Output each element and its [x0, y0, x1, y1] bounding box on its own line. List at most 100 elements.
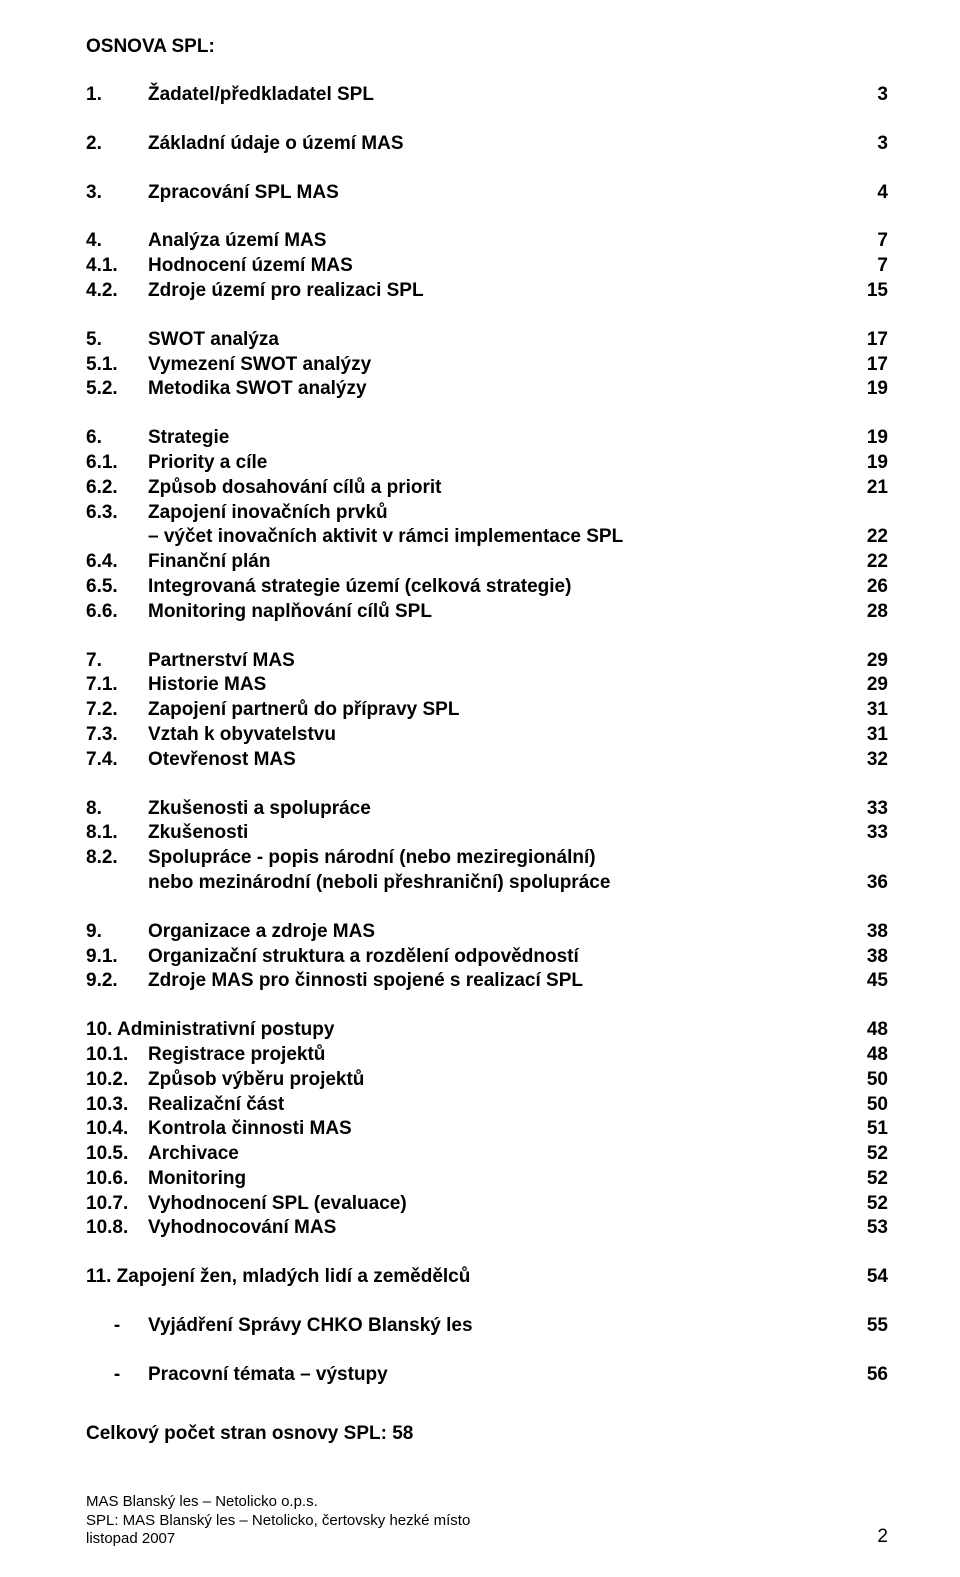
toc-number: 3. [86, 182, 148, 205]
toc-row: 6.Strategie19 [86, 427, 888, 452]
toc-row: -Pracovní témata – výstupy56 [86, 1364, 888, 1389]
toc-number: 8.1. [86, 822, 148, 845]
toc-page-number: 21 [854, 477, 888, 500]
toc-row: 9.Organizace a zdroje MAS38 [86, 921, 888, 946]
footer-text: MAS Blanský les – Netolicko o.p.s. SPL: … [86, 1493, 470, 1549]
toc-row: 4.Analýza území MAS7 [86, 230, 888, 255]
toc-row: 6.2.Způsob dosahování cílů a priorit21 [86, 477, 888, 502]
toc-row: 10.8.Vyhodnocování MAS53 [86, 1217, 888, 1242]
toc-page-number: 51 [854, 1118, 888, 1141]
toc-page-number: 45 [854, 970, 888, 993]
toc-label: Vztah k obyvatelstvu [148, 724, 854, 747]
toc-row: 6.5.Integrovaná strategie území (celková… [86, 576, 888, 601]
toc-row: 6.4.Finanční plán22 [86, 551, 888, 576]
toc-label: Zkušenosti a spolupráce [148, 798, 854, 821]
toc-label: Zapojení partnerů do přípravy SPL [148, 699, 854, 722]
toc-number [86, 526, 148, 549]
toc-row: 7.4.Otevřenost MAS32 [86, 749, 888, 774]
toc-label: nebo mezinárodní (neboli přeshraniční) s… [148, 872, 854, 895]
toc-row: 10. Administrativní postupy48 [86, 1019, 888, 1044]
toc-label: Finanční plán [148, 551, 854, 574]
toc-label: Spolupráce - popis národní (nebo mezireg… [148, 847, 854, 870]
toc-label: Základní údaje o území MAS [148, 133, 854, 156]
page-footer: MAS Blanský les – Netolicko o.p.s. SPL: … [86, 1493, 888, 1549]
toc-page-number: 53 [854, 1217, 888, 1240]
toc-number: 2. [86, 133, 148, 156]
total-pages-line: Celkový počet stran osnovy SPL: 58 [86, 1423, 888, 1445]
toc-row: 1.Žadatel/předkladatel SPL3 [86, 84, 888, 109]
toc-section: 6.Strategie196.1.Priority a cíle196.2.Zp… [86, 427, 888, 625]
toc-row: 10.7.Vyhodnocení SPL (evaluace)52 [86, 1193, 888, 1218]
toc-number: 6.4. [86, 551, 148, 574]
toc-label: Archivace [148, 1143, 854, 1166]
toc-number: 6.3. [86, 502, 148, 525]
toc-section: -Pracovní témata – výstupy56 [86, 1364, 888, 1389]
toc-row: 10.5.Archivace52 [86, 1143, 888, 1168]
toc-label: Otevřenost MAS [148, 749, 854, 772]
toc-page-number: 22 [854, 551, 888, 574]
toc-page-number: 19 [854, 452, 888, 475]
toc-section: 1.Žadatel/předkladatel SPL3 [86, 84, 888, 109]
toc-number: 5.1. [86, 354, 148, 377]
toc-page-number: 26 [854, 576, 888, 599]
toc-number: 10.8. [86, 1217, 148, 1240]
toc-row: 4.2.Zdroje území pro realizaci SPL15 [86, 280, 888, 305]
toc-page-number: 29 [854, 674, 888, 697]
toc-section: 2.Základní údaje o území MAS3 [86, 133, 888, 158]
toc-number: 9. [86, 921, 148, 944]
toc-page-number: 36 [854, 872, 888, 895]
toc-page-number: 7 [854, 230, 888, 253]
toc-number: 9.2. [86, 970, 148, 993]
toc-number: 10.2. [86, 1069, 148, 1092]
toc-number: 10.4. [86, 1118, 148, 1141]
toc-row: 5.2.Metodika SWOT analýzy19 [86, 378, 888, 403]
toc-page-number: 56 [854, 1364, 888, 1387]
toc-row: 6.3.Zapojení inovačních prvků [86, 502, 888, 527]
toc-label: Registrace projektů [148, 1044, 854, 1067]
footer-line-3: listopad 2007 [86, 1530, 470, 1549]
toc-row: 8.Zkušenosti a spolupráce33 [86, 798, 888, 823]
toc-row: 10.4.Kontrola činnosti MAS51 [86, 1118, 888, 1143]
toc-number: 6.1. [86, 452, 148, 475]
toc-page-number: 4 [854, 182, 888, 205]
toc-row: 5.1.Vymezení SWOT analýzy17 [86, 354, 888, 379]
footer-line-1: MAS Blanský les – Netolicko o.p.s. [86, 1493, 470, 1512]
toc-number: 10.3. [86, 1094, 148, 1117]
toc-row: -Vyjádření Správy CHKO Blanský les55 [86, 1315, 888, 1340]
toc-label: Vymezení SWOT analýzy [148, 354, 854, 377]
toc-row: 2.Základní údaje o území MAS3 [86, 133, 888, 158]
toc-label: Metodika SWOT analýzy [148, 378, 854, 401]
toc-page-number: 29 [854, 650, 888, 673]
toc-number: 6. [86, 427, 148, 450]
toc-label: Zdroje MAS pro činnosti spojené s realiz… [148, 970, 854, 993]
toc-row: 10.3.Realizační část50 [86, 1094, 888, 1119]
toc-label: SWOT analýza [148, 329, 854, 352]
toc-label: Zapojení inovačních prvků [148, 502, 854, 525]
toc-label: Strategie [148, 427, 854, 450]
toc-label: Hodnocení území MAS [148, 255, 854, 278]
toc-row: 9.1.Organizační struktura a rozdělení od… [86, 946, 888, 971]
toc-number: 6.6. [86, 601, 148, 624]
toc-number: 7.2. [86, 699, 148, 722]
toc-page-number: 28 [854, 601, 888, 624]
toc-label: Vyjádření Správy CHKO Blanský les [148, 1315, 854, 1338]
toc-label: Žadatel/předkladatel SPL [148, 84, 854, 107]
toc-label: Analýza území MAS [148, 230, 854, 253]
toc-number: 1. [86, 84, 148, 107]
toc-row: 10.1.Registrace projektů48 [86, 1044, 888, 1069]
toc-page-number: 50 [854, 1069, 888, 1092]
toc-page-number: 38 [854, 921, 888, 944]
toc-number: 8.2. [86, 847, 148, 870]
toc-label: Způsob dosahování cílů a priorit [148, 477, 854, 500]
toc-label: Pracovní témata – výstupy [148, 1364, 854, 1387]
toc-number: 10.6. [86, 1168, 148, 1191]
toc-label: Vyhodnocení SPL (evaluace) [148, 1193, 854, 1216]
toc-label: – výčet inovačních aktivit v rámci imple… [148, 526, 854, 549]
toc-page-number: 52 [854, 1143, 888, 1166]
toc-number: 8. [86, 798, 148, 821]
toc-row: 4.1.Hodnocení území MAS7 [86, 255, 888, 280]
toc-label: Zdroje území pro realizaci SPL [148, 280, 854, 303]
toc-page-number: 32 [854, 749, 888, 772]
toc-label: Monitoring [148, 1168, 854, 1191]
toc-label: Organizační struktura a rozdělení odpově… [148, 946, 854, 969]
